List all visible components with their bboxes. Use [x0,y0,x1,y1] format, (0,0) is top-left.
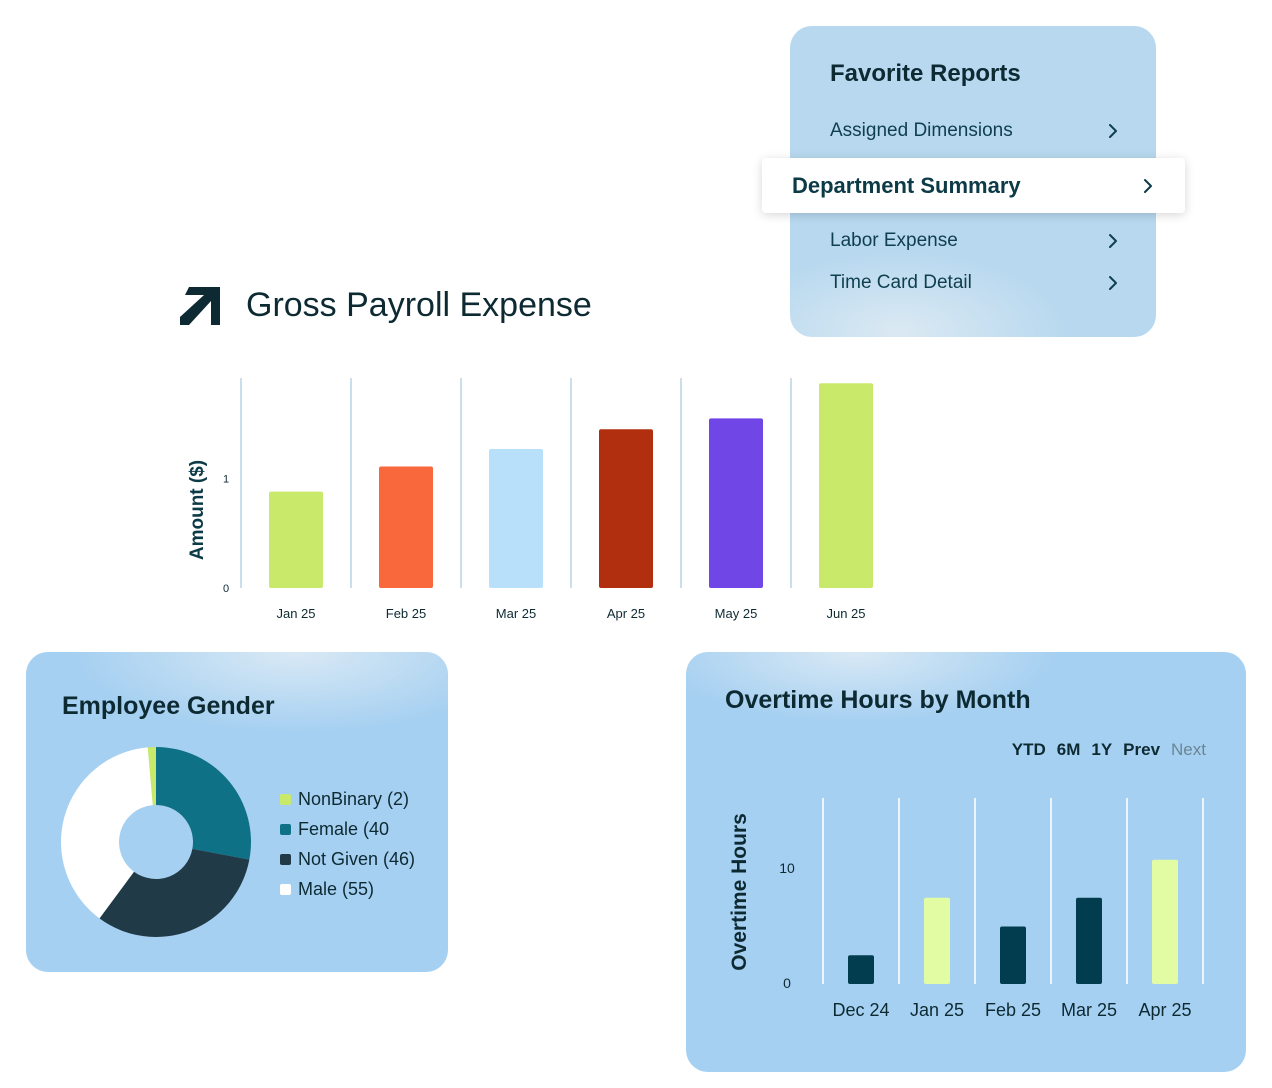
next-button: Next [1171,740,1206,759]
employee-gender-title: Employee Gender [62,692,275,720]
report-item-label: Time Card Detail [830,272,972,293]
overtime-hours-title: Overtime Hours by Month [725,686,1031,714]
employee-gender-card: Employee Gender NonBinary (2) Female (40… [26,652,448,972]
prev-button[interactable]: Prev [1123,740,1161,759]
overtime-hours-chart: 0 10 Overtime Hours Dec 24 Jan 25 Feb 25 Mar 2… [728,798,1204,1020]
legend-item-nonbinary: NonBinary (2) [280,784,415,814]
pie-slice [156,747,252,860]
chevron-right-icon [1109,234,1117,248]
arrow-up-right-logo-icon [180,287,220,325]
gross-payroll-chart: 0 1 Amount ($) Jan 25 Feb 25 Mar 25 Apr 25 May … [187,378,873,621]
x-tick-label: Dec 24 [832,1000,889,1020]
bar [924,897,950,984]
y-tick-label: 0 [783,975,791,991]
bar [1076,897,1102,984]
legend-label: Not Given (46) [298,848,416,869]
x-tick-label: Jan 25 [276,606,315,621]
range-1y-button[interactable]: 1Y [1091,740,1113,759]
y-tick-label: 10 [779,860,795,876]
bar [269,491,323,588]
report-item-label: Department Summary [792,172,1021,198]
x-tick-label: Apr 25 [1138,1000,1191,1020]
report-item-time-card-detail[interactable]: Time Card Detail [830,268,1120,298]
x-tick-label: Jun 25 [826,606,865,621]
bar [599,429,653,588]
report-item-department-summary[interactable]: Department Summary [762,158,1185,213]
legend-label: Male (55) [298,878,375,899]
x-tick-label: May 25 [715,606,758,621]
legend-item-female: Female (40 [280,814,415,844]
range-selector: YTD 6M 1Y Prev Next [1012,740,1206,760]
x-tick-label: Jan 25 [910,1000,964,1020]
legend-label: NonBinary (2) [298,788,410,809]
legend-label: Female (40 [298,818,390,839]
bar [709,418,763,588]
x-tick-label: Apr 25 [607,606,645,621]
pie-slice [147,747,156,806]
x-tick-label: Feb 25 [985,1000,1041,1020]
legend-swatch [280,883,291,895]
pie-slice [60,747,153,919]
chevron-right-icon [1109,124,1117,138]
favorite-reports-title: Favorite Reports [830,60,1021,87]
range-6m-button[interactable]: 6M [1056,740,1081,759]
employee-gender-donut-chart [60,747,252,937]
bar [379,466,433,588]
chevron-right-icon [1109,276,1117,290]
legend-item-male: Male (55) [280,874,415,904]
report-item-label: Labor Expense [830,230,958,251]
y-tick-label: 0 [223,583,229,595]
pie-slice [99,848,250,937]
legend-swatch [280,853,291,865]
x-tick-label: Mar 25 [1061,1000,1117,1020]
x-tick-label: Mar 25 [496,606,536,621]
legend-swatch [280,823,291,835]
report-item-label: Assigned Dimensions [830,120,1013,141]
bar [819,383,873,588]
legend-swatch [280,793,291,805]
y-axis-label: Overtime Hours [728,813,751,971]
range-ytd-button[interactable]: YTD [1011,740,1046,759]
overtime-hours-card: Overtime Hours by Month YTD 6M 1Y Prev N… [686,652,1246,1072]
x-tick-label: Feb 25 [386,606,426,621]
bar [848,955,874,984]
y-tick-label: 1 [223,474,229,486]
employee-gender-legend: NonBinary (2) Female (40 Not Given (46) … [280,784,415,904]
bar [489,448,543,588]
bar [1000,926,1026,984]
report-item-assigned-dimensions[interactable]: Assigned Dimensions [830,116,1120,146]
chevron-right-icon [1144,178,1152,193]
gross-payroll-title: Gross Payroll Expense [246,286,592,324]
report-item-labor-expense[interactable]: Labor Expense [830,226,1120,256]
bar [1152,859,1178,984]
y-axis-label: Amount ($) [187,460,208,560]
legend-item-not-given: Not Given (46) [280,844,415,874]
